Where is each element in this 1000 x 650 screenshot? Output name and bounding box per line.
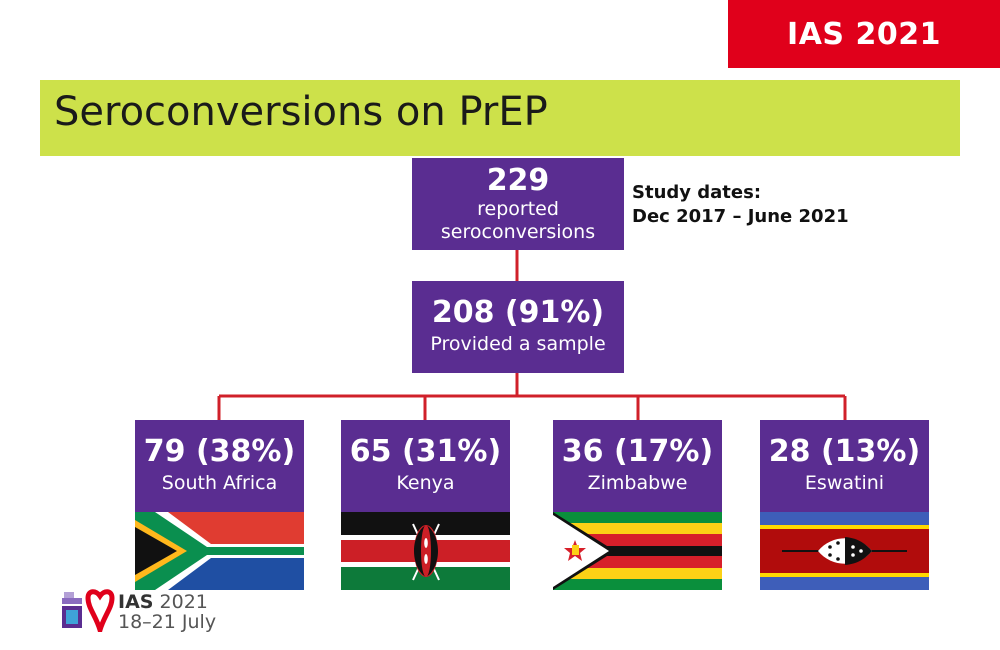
provided-sample-box: 208 (91%) Provided a sample <box>412 281 624 373</box>
kenya-flag-icon <box>341 512 510 590</box>
country-name: South Africa <box>161 472 278 494</box>
country-count: 65 (31%) <box>349 434 502 469</box>
reported-label-2: seroconversions <box>440 221 596 243</box>
country-count: 36 (17%) <box>561 434 714 469</box>
country-name: Eswatini <box>804 472 885 494</box>
eswatini-flag-icon <box>760 512 929 590</box>
country-box-eswatini: 28 (13%) Eswatini <box>760 420 929 512</box>
footer-dates: 18–21 July <box>118 611 217 633</box>
footer-text: IAS 2021 18–21 July <box>118 592 216 632</box>
country-box-kenya: 65 (31%) Kenya <box>341 420 510 512</box>
title-bar: Seroconversions on PrEP <box>40 80 960 156</box>
country-count: 28 (13%) <box>768 434 921 469</box>
ias-conference-logo-icon <box>62 589 115 632</box>
footer-brand: IAS <box>118 591 154 613</box>
country-box-south-africa: 79 (38%) South Africa <box>135 420 304 512</box>
provided-sample-label: Provided a sample <box>430 333 606 355</box>
study-dates-range: Dec 2017 – June 2021 <box>632 206 849 227</box>
country-count: 79 (38%) <box>143 434 296 469</box>
reported-label-1: reported <box>477 198 559 220</box>
reported-seroconversions-box: 229 reported seroconversions <box>412 158 624 250</box>
country-name: Zimbabwe <box>587 472 688 494</box>
study-dates-label: Study dates: <box>632 182 762 203</box>
footer-year: 2021 <box>159 591 208 613</box>
country-name: Kenya <box>396 472 455 494</box>
zimbabwe-flag-icon <box>553 512 722 590</box>
south-africa-flag-icon <box>135 512 304 590</box>
country-box-zimbabwe: 36 (17%) Zimbabwe <box>553 420 722 512</box>
provided-sample-count: 208 (91%) <box>431 295 605 330</box>
reported-count: 229 <box>486 163 550 198</box>
slide-title: Seroconversions on PrEP <box>54 89 548 135</box>
study-dates: Study dates: Dec 2017 – June 2021 <box>632 181 849 229</box>
ias-2021-badge: IAS 2021 <box>728 0 1000 68</box>
